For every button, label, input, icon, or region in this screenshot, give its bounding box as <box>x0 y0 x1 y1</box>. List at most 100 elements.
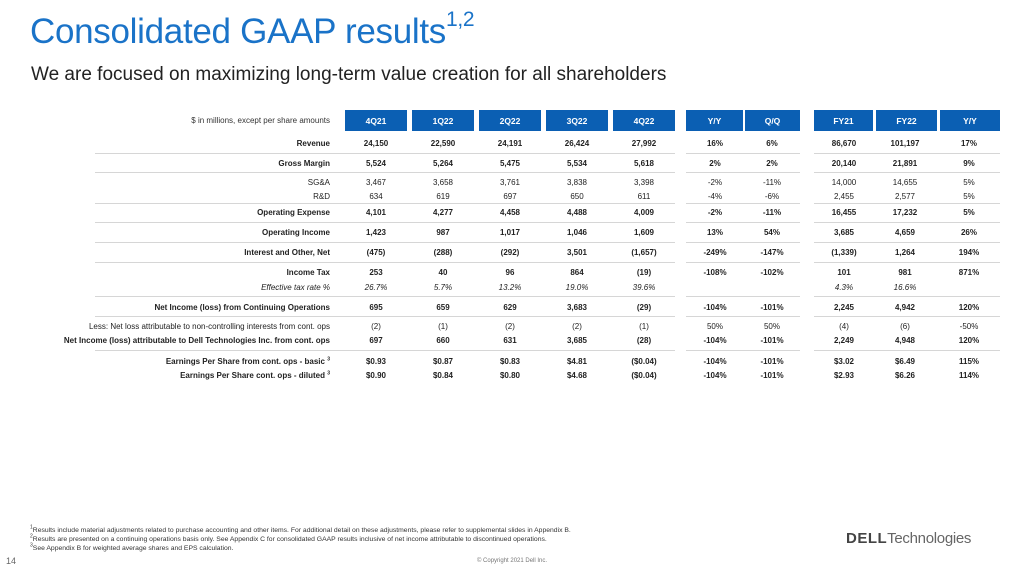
table-cell: 50% <box>763 322 780 331</box>
column-header-3: 3Q22 <box>546 110 608 131</box>
table-cell: 16.6% <box>893 283 917 292</box>
footnote-1: 1Results include material adjustments re… <box>30 525 571 535</box>
row-divider <box>95 203 675 204</box>
table-cell: 5.7% <box>433 283 453 292</box>
row-divider <box>686 350 800 351</box>
row-divider <box>814 172 1000 173</box>
table-cell: -249% <box>703 248 727 257</box>
row-label-text: Revenue <box>296 139 330 148</box>
table-cell: 650 <box>570 192 584 201</box>
table-cell: -50% <box>959 322 979 331</box>
table-cell: (6) <box>900 322 910 331</box>
table-cell: 5% <box>963 208 975 217</box>
table-row: Net Income (loss) attributable to Dell T… <box>0 334 1024 348</box>
page-subtitle: We are focused on maximizing long-term v… <box>31 64 667 85</box>
page-title: Consolidated GAAP results1,2 <box>30 9 475 52</box>
table-cell: 3,501 <box>566 248 588 257</box>
column-header-8: FY22 <box>876 110 937 131</box>
table-cell: $0.87 <box>432 357 454 366</box>
table-cell: 1,423 <box>365 228 387 237</box>
table-cell: -104% <box>703 357 727 366</box>
table-cell: 17% <box>960 139 977 148</box>
column-header-4: 4Q22 <box>613 110 675 131</box>
table-cell: 695 <box>369 303 383 312</box>
table-cell: (4) <box>839 322 849 331</box>
table-cell: 3,685 <box>833 228 855 237</box>
table-cell: 697 <box>503 192 517 201</box>
row-divider <box>814 222 1000 223</box>
table-cell: 16,455 <box>831 208 857 217</box>
row-label: Operating Income <box>10 226 330 240</box>
footnote-2-number: 2 <box>30 533 33 540</box>
table-cell: 4,009 <box>633 208 655 217</box>
row-label: Revenue <box>10 137 330 151</box>
table-cell: (288) <box>433 248 453 257</box>
row-divider <box>814 153 1000 154</box>
table-cell: $6.49 <box>894 357 916 366</box>
table-cell: 2,455 <box>833 192 855 201</box>
table-cell: 1,046 <box>566 228 588 237</box>
table-row: Less: Net loss attributable to non-contr… <box>0 320 1024 334</box>
table-cell: 3,683 <box>566 303 588 312</box>
row-divider <box>95 242 675 243</box>
table-cell: 194% <box>958 248 980 257</box>
table-cell: -11% <box>762 208 782 217</box>
column-header-6: Q/Q <box>745 110 800 131</box>
table-cell: 120% <box>958 336 980 345</box>
table-cell: (29) <box>636 303 652 312</box>
table-cell: 5% <box>963 192 975 201</box>
page-number: 14 <box>6 556 17 566</box>
table-cell: (2) <box>371 322 381 331</box>
row-label: Less: Net loss attributable to non-contr… <box>10 320 330 334</box>
table-row: Gross Margin 5,524 5,264 5,475 5,534 5,618 2% 2… <box>0 157 1024 171</box>
column-header-5: Y/Y <box>686 110 743 131</box>
table-cell: -2% <box>707 208 723 217</box>
table-cell: (475) <box>366 248 386 257</box>
logo-dell-wordmark: DELL <box>846 530 888 547</box>
table-cell: 631 <box>503 336 517 345</box>
row-label-text: Operating Income <box>261 228 330 237</box>
table-cell: -104% <box>703 303 727 312</box>
table-cell: $0.80 <box>499 371 521 380</box>
row-divider <box>814 296 1000 297</box>
table-cell: 20,140 <box>831 159 857 168</box>
row-label-text: Gross Margin <box>278 159 330 168</box>
table-cell: 1,017 <box>499 228 521 237</box>
row-divider <box>686 222 800 223</box>
table-cell: 5,475 <box>499 159 521 168</box>
row-divider <box>686 262 800 263</box>
table-cell: 2,577 <box>894 192 916 201</box>
table-cell: (2) <box>572 322 582 331</box>
units-label: $ in millions, except per share amounts <box>191 116 330 125</box>
table-cell: $0.90 <box>365 371 387 380</box>
row-divider <box>95 153 675 154</box>
table-cell: 3,658 <box>432 178 454 187</box>
row-label-text: Effective tax rate % <box>261 283 330 292</box>
table-row: R&D 634 619 697 650 611 -4% -6% 2,455 2,577 5% <box>0 190 1024 204</box>
table-cell: 3,685 <box>566 336 588 345</box>
table-cell: $0.84 <box>432 371 454 380</box>
table-cell: 50% <box>706 322 723 331</box>
table-row: Earnings Per Share cont. ops - diluted 3… <box>0 369 1024 383</box>
table-cell: 24,191 <box>497 139 523 148</box>
row-divider <box>814 316 1000 317</box>
table-cell: (1,657) <box>631 248 657 257</box>
table-cell: -101% <box>760 371 784 380</box>
table-cell: 3,761 <box>499 178 521 187</box>
table-row: Income Tax 253 40 96 864 (19) -108% -102% 101 981… <box>0 266 1024 280</box>
table-cell: 2% <box>709 159 721 168</box>
table-cell: 611 <box>637 192 651 201</box>
row-divider <box>95 316 675 317</box>
column-header-2: 2Q22 <box>479 110 541 131</box>
table-cell: 5,524 <box>365 159 387 168</box>
table-cell: 21,891 <box>892 159 918 168</box>
table-row: SG&A 3,467 3,658 3,761 3,838 3,398 -2% -11% 14,0… <box>0 176 1024 190</box>
row-label: SG&A <box>10 176 330 190</box>
row-divider <box>686 172 800 173</box>
dell-technologies-logo: DELLTechnologies <box>846 530 971 548</box>
table-cell: -11% <box>762 178 782 187</box>
row-label: Income Tax <box>10 266 330 280</box>
table-cell: $4.68 <box>566 371 588 380</box>
row-divider <box>814 262 1000 263</box>
table-cell: 24,150 <box>363 139 389 148</box>
